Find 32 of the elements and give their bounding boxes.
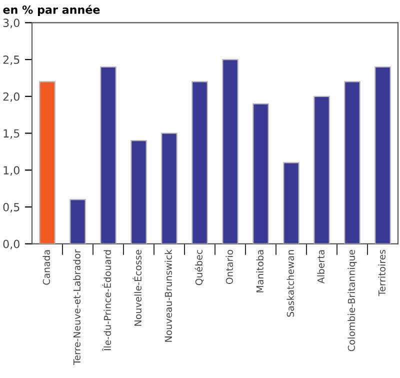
- y-tick-label: 3,0: [3, 18, 20, 28]
- x-tick-label: Nouvelle-Écosse: [132, 250, 142, 326]
- bar: [222, 58, 238, 244]
- x-tick-label: Colombie-Britannique: [348, 250, 357, 352]
- bar: [314, 96, 330, 244]
- bar: [100, 66, 116, 244]
- bar: [283, 162, 300, 244]
- bar: [252, 103, 269, 244]
- y-tick-label: 1,0: [4, 166, 20, 176]
- bar: [70, 199, 86, 244]
- x-tick-label: Québec: [194, 250, 204, 286]
- x-tick-label: Territoires: [378, 250, 386, 296]
- x-tick-label: Canada: [42, 250, 50, 285]
- y-tick-label: 2,5: [3, 56, 20, 66]
- y-axis-title: en % par année: [3, 4, 100, 16]
- y-tick-label: 2,0: [3, 92, 20, 102]
- bar: [39, 81, 56, 244]
- x-tick-label: Île-du-Prince-Édouard: [102, 250, 111, 352]
- x-tick-label: Nouveau-Brunswick: [164, 249, 172, 342]
- bar: [344, 81, 360, 244]
- bar: [161, 132, 178, 244]
- y-tick-label: 1,5: [4, 129, 20, 139]
- x-tick-label: Alberta: [317, 250, 324, 284]
- x-tick-label: Saskatchewan: [286, 250, 294, 317]
- bar: [192, 81, 208, 244]
- bar: [130, 140, 147, 244]
- x-tick-label: Manitoba: [256, 250, 264, 292]
- y-tick-label: 0,5: [3, 202, 20, 212]
- x-tick-label: Terre-Neuve-et-Labrador: [73, 249, 80, 365]
- x-tick-label: Ontario: [226, 250, 233, 284]
- bar: [374, 66, 391, 244]
- y-tick-label: 0,0: [3, 240, 20, 250]
